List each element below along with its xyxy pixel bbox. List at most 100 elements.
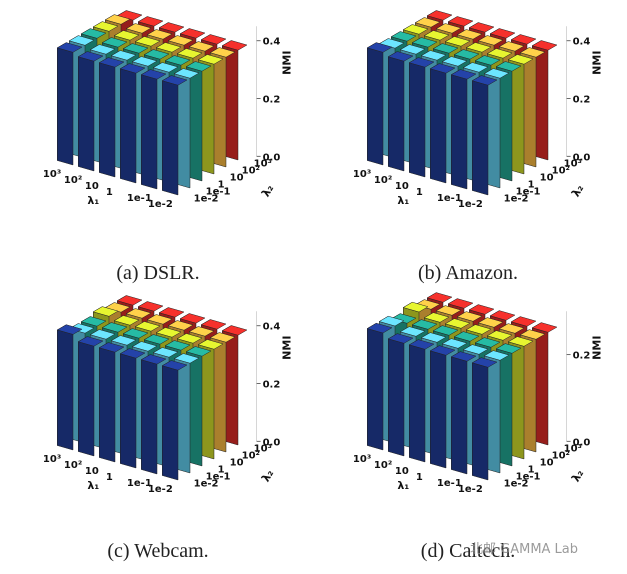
y-tick-label: 1e-1	[206, 186, 231, 197]
y-tick-label: 1e-2	[504, 478, 529, 489]
chart-panel-dslr: 0.0 0.2 0.4 NMI 1e-2 1e-1 1 10 10² 10³ λ₁ 1e-2 1e-1 1…	[8, 0, 308, 285]
x-tick-label: 10³	[43, 454, 61, 465]
y-tick-label: 1e-2	[504, 193, 529, 204]
x-tick-label: 1e-2	[148, 484, 173, 495]
y-tick-label: 10²	[242, 165, 260, 176]
y-axis-label: λ₂	[569, 467, 586, 484]
z-tick-label: 0.2	[263, 95, 281, 106]
y-tick-label: 1e-1	[516, 471, 541, 482]
x-tick-label: 10	[85, 181, 99, 192]
x-tick-label: 10	[395, 466, 409, 477]
z-tick-label: 0.0	[573, 437, 591, 448]
y-axis-label: λ₂	[259, 182, 276, 199]
x-tick-label: 10	[85, 466, 99, 477]
z-tick-label: 0.2	[263, 380, 281, 391]
chart-caption: (d) Caltech.	[420, 540, 516, 562]
y-tick-label: 10³	[564, 443, 582, 454]
y-tick-label: 1e-2	[194, 478, 219, 489]
x-tick-label: 10	[395, 181, 409, 192]
y-tick-label: 1e-1	[206, 471, 231, 482]
y-tick-label: 10	[540, 172, 554, 183]
bar	[429, 345, 456, 469]
x-tick-label: 1	[416, 472, 423, 483]
z-ticks: 0.0 0.2 0.4	[256, 37, 281, 163]
y-tick-label: 10	[230, 172, 244, 183]
y-tick-label: 1	[528, 464, 535, 475]
z-tick-label: 0.4	[263, 322, 281, 333]
chart-panel-amazon: 0.0 0.2 0.4 NMI 1e-2 1e-1 1 10 10² 10³ λ₁ 1e-2 1e-1 1…	[318, 0, 618, 285]
y-tick-label: 1	[218, 464, 225, 475]
bar	[119, 63, 146, 184]
bar	[56, 42, 83, 166]
bar	[450, 351, 477, 475]
z-tick-label: 0.4	[573, 37, 591, 48]
x-tick-label: 1e-1	[127, 193, 152, 204]
x-tick-label: 10²	[374, 460, 392, 471]
chart-panel-webcam: 0.0 0.2 0.4 NMI 1e-2 1e-1 1 10 10² 10³ λ₁ 1e-2 1e-1 1…	[8, 285, 308, 570]
bar	[366, 42, 393, 166]
x-tick-label: 10³	[353, 169, 371, 180]
z-ticks: 0.0 0.2 0.4	[256, 322, 281, 448]
bar	[408, 339, 435, 463]
x-tick-label: 1e-2	[148, 199, 173, 210]
y-tick-label: 1e-2	[194, 193, 219, 204]
x-axis-label: λ₁	[397, 194, 409, 207]
bars	[56, 295, 248, 481]
y-tick-label: 10	[540, 457, 554, 468]
bar	[56, 324, 83, 451]
z-axis-label: NMI	[591, 336, 604, 360]
x-tick-label: 1e-1	[127, 478, 152, 489]
bars	[366, 10, 558, 196]
x-axis-label: λ₁	[87, 479, 99, 492]
y-tick-label: 10²	[242, 450, 260, 461]
z-tick-label: 0.2	[573, 351, 591, 362]
z-tick-label: 0.0	[263, 437, 281, 448]
y-tick-label: 10³	[254, 443, 272, 454]
bar	[98, 342, 125, 463]
bars	[366, 292, 558, 481]
y-tick-label: 10²	[552, 450, 570, 461]
x-tick-label: 1	[106, 187, 113, 198]
x-tick-label: 1e-2	[458, 199, 483, 210]
y-tick-label: 10³	[254, 158, 272, 169]
z-axis-label: NMI	[281, 51, 294, 75]
x-tick-label: 1e-1	[437, 193, 462, 204]
x-tick-label: 1	[416, 187, 423, 198]
x-tick-label: 10³	[353, 454, 371, 465]
bar	[119, 348, 146, 469]
z-tick-label: 0.2	[573, 95, 591, 106]
bar	[408, 57, 435, 178]
watermark-text: 北邮 GAMMA Lab	[470, 542, 579, 557]
y-tick-label: 1	[218, 179, 225, 190]
bar	[77, 336, 104, 457]
z-tick-label: 0.0	[263, 152, 281, 163]
z-axis-label: NMI	[281, 336, 294, 360]
y-tick-label: 1	[528, 179, 535, 190]
chart-caption: (a) DSLR.	[116, 262, 200, 284]
x-tick-label: 10³	[43, 169, 61, 180]
bar	[98, 57, 125, 178]
x-axis-label: λ₁	[87, 194, 99, 207]
bar	[140, 69, 167, 190]
bar	[450, 69, 477, 190]
bars	[56, 10, 248, 196]
z-tick-label: 0.0	[573, 152, 591, 163]
z-axis-label: NMI	[591, 51, 604, 75]
z-ticks: 0.0 0.2 0.4	[566, 37, 591, 163]
x-tick-label: 10²	[64, 460, 82, 471]
x-tick-label: 1e-1	[437, 478, 462, 489]
chart-caption: (c) Webcam.	[107, 540, 209, 562]
y-tick-label: 10²	[552, 165, 570, 176]
bar	[140, 354, 167, 475]
bar	[161, 360, 188, 481]
bar	[387, 333, 414, 457]
